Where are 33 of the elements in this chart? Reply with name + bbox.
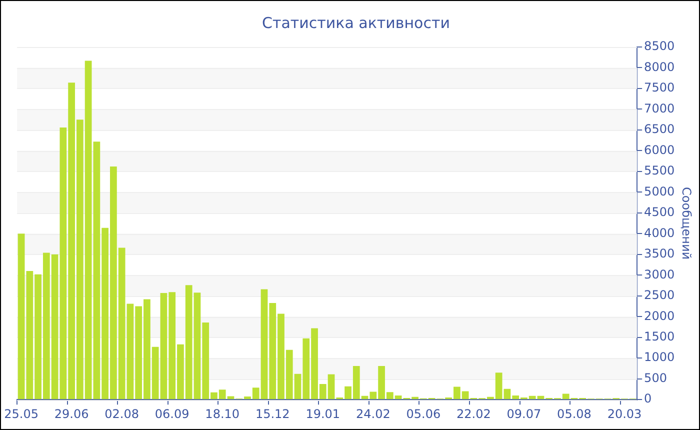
y-tick-label: 1000 bbox=[644, 350, 675, 364]
x-tick-label: 02.08 bbox=[104, 406, 139, 421]
x-tick-label: 09.07 bbox=[506, 406, 542, 421]
y-tick-label: 6000 bbox=[644, 142, 675, 157]
y-axis-title: Сообщений bbox=[680, 187, 694, 260]
x-tick-label: 20.03 bbox=[607, 406, 642, 421]
x-tick-label: 05.06 bbox=[406, 406, 441, 421]
x-tick-label: 29.06 bbox=[54, 406, 89, 421]
y-tick-label: 3000 bbox=[644, 267, 675, 282]
y-tick-label: 2000 bbox=[644, 308, 675, 323]
x-tick-label: 06.09 bbox=[154, 406, 190, 421]
y-tick-label: 5000 bbox=[644, 184, 675, 198]
y-tick-label: 5500 bbox=[644, 164, 675, 178]
y-tick-label: 2500 bbox=[644, 288, 675, 302]
y-tick-label: 1500 bbox=[644, 330, 675, 344]
y-tick-label: 500 bbox=[644, 370, 667, 385]
x-tick-label: 15.12 bbox=[255, 406, 290, 421]
y-tick-label: 7000 bbox=[644, 101, 675, 116]
y-tick-label: 4500 bbox=[644, 205, 675, 220]
x-tick-label: 22.02 bbox=[456, 406, 491, 421]
x-tick-label: 24.02 bbox=[356, 406, 390, 421]
y-tick-label: 0 bbox=[644, 392, 652, 406]
x-tick-label: 05.08 bbox=[557, 406, 592, 421]
x-tick-label: 18.10 bbox=[205, 406, 240, 421]
y-tick-label: 7500 bbox=[644, 80, 675, 95]
chart-title: Статистика активности bbox=[262, 14, 450, 32]
y-tick-label: 8000 bbox=[644, 60, 675, 74]
x-tick-label: 25.05 bbox=[4, 406, 38, 421]
y-tick-label: 8500 bbox=[644, 39, 675, 54]
y-tick-label: 4000 bbox=[644, 226, 675, 240]
x-tick-label: 19.01 bbox=[306, 406, 340, 421]
y-tick-label: 6500 bbox=[644, 122, 675, 136]
y-tick-label: 3500 bbox=[644, 246, 675, 261]
